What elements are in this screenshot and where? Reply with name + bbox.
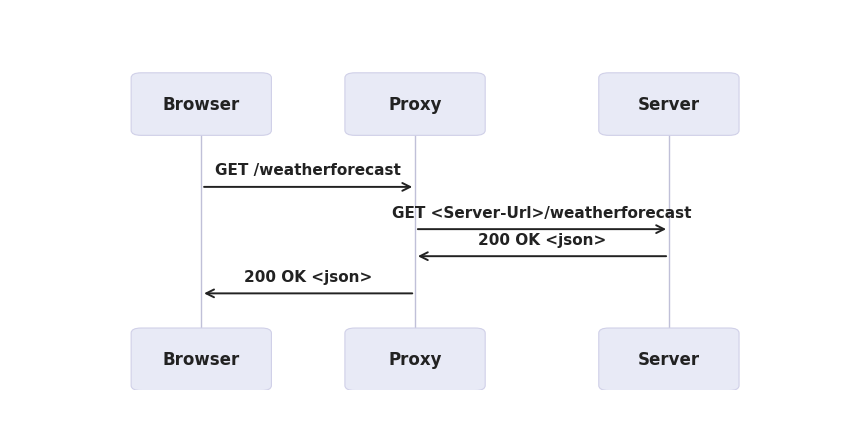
FancyBboxPatch shape — [131, 328, 271, 391]
FancyBboxPatch shape — [131, 74, 271, 136]
Text: GET /weatherforecast: GET /weatherforecast — [215, 163, 400, 178]
Text: Server: Server — [637, 350, 699, 368]
FancyBboxPatch shape — [598, 74, 738, 136]
FancyBboxPatch shape — [344, 74, 485, 136]
FancyBboxPatch shape — [344, 328, 485, 391]
Text: 200 OK <json>: 200 OK <json> — [477, 232, 605, 247]
Text: Browser: Browser — [163, 350, 239, 368]
Text: Browser: Browser — [163, 96, 239, 114]
FancyBboxPatch shape — [598, 328, 738, 391]
Text: 200 OK <json>: 200 OK <json> — [244, 269, 372, 284]
Text: GET <Server-Url>/weatherforecast: GET <Server-Url>/weatherforecast — [392, 205, 691, 220]
Text: Proxy: Proxy — [387, 96, 442, 114]
Text: Proxy: Proxy — [387, 350, 442, 368]
Text: Server: Server — [637, 96, 699, 114]
